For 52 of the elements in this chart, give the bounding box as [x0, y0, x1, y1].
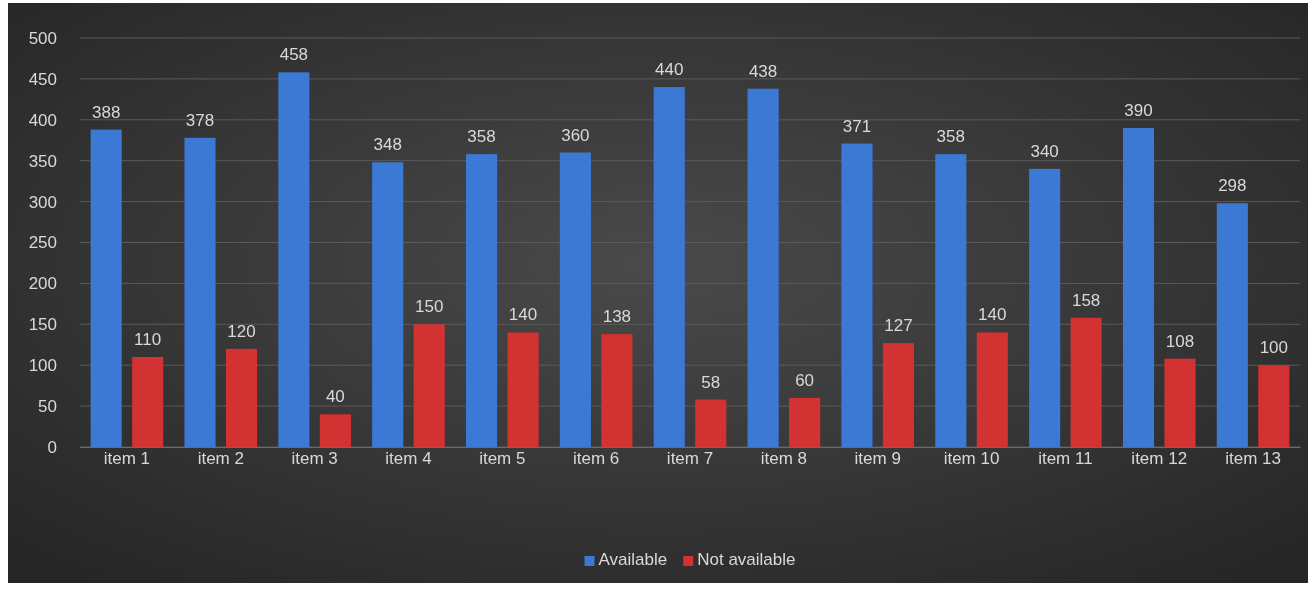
- x-tick-label: item 6: [573, 449, 620, 468]
- y-tick-label: 50: [38, 397, 57, 417]
- legend-label: Available: [598, 550, 668, 569]
- x-tick-label: item 9: [854, 449, 901, 468]
- x-tick-label: item 1: [103, 449, 151, 468]
- x-tick-label: item 2: [197, 449, 244, 468]
- x-tick-label: item 12: [1131, 449, 1188, 468]
- data-label: 390: [1124, 100, 1153, 120]
- x-tick-label: item 13: [1225, 449, 1281, 468]
- data-label: 58: [701, 372, 721, 392]
- data-label: 378: [185, 110, 215, 130]
- data-label: 440: [655, 60, 684, 80]
- data-label: 358: [467, 127, 496, 147]
- x-tick-label: item 11: [1038, 449, 1093, 468]
- data-label: 60: [795, 370, 815, 390]
- data-label: 120: [227, 321, 256, 341]
- y-tick-label: 400: [28, 110, 57, 130]
- data-label: 360: [561, 125, 590, 145]
- y-tick-label: 300: [28, 192, 57, 212]
- data-label: 110: [134, 330, 162, 350]
- y-tick-label: 250: [28, 233, 57, 253]
- data-label: 340: [1030, 141, 1059, 161]
- data-label: 138: [602, 307, 632, 327]
- x-tick-label: item 4: [385, 449, 432, 468]
- y-tick-label: 450: [28, 69, 57, 89]
- y-tick-label: 200: [28, 274, 57, 294]
- x-tick-label: item 8: [760, 449, 807, 468]
- data-label: 371: [842, 116, 872, 136]
- legend-label: Not available: [697, 550, 796, 569]
- y-tick-label: 100: [28, 356, 57, 376]
- data-label: 108: [1165, 331, 1195, 351]
- data-label: 388: [91, 102, 121, 122]
- data-label: 150: [415, 297, 444, 317]
- x-tick-label: item 5: [479, 449, 526, 468]
- data-label: 358: [936, 127, 965, 147]
- data-label: 127: [884, 316, 913, 336]
- y-tick-label: 350: [28, 151, 57, 171]
- data-label: 140: [978, 305, 1007, 325]
- data-label: 100: [1259, 338, 1289, 358]
- data-label: 158: [1071, 290, 1101, 310]
- data-label: 458: [279, 45, 309, 65]
- y-tick-label: 150: [28, 315, 57, 335]
- data-label: 140: [508, 305, 538, 325]
- x-tick-label: item 3: [291, 449, 338, 468]
- data-label: 40: [325, 387, 345, 407]
- x-tick-label: item 10: [943, 449, 1000, 468]
- y-tick-label: 500: [28, 28, 57, 48]
- data-label: 298: [1218, 176, 1247, 196]
- data-label: 348: [373, 135, 402, 155]
- data-label: 438: [748, 61, 778, 81]
- y-tick-label: 0: [47, 437, 57, 457]
- x-tick-label: item 7: [666, 449, 714, 468]
